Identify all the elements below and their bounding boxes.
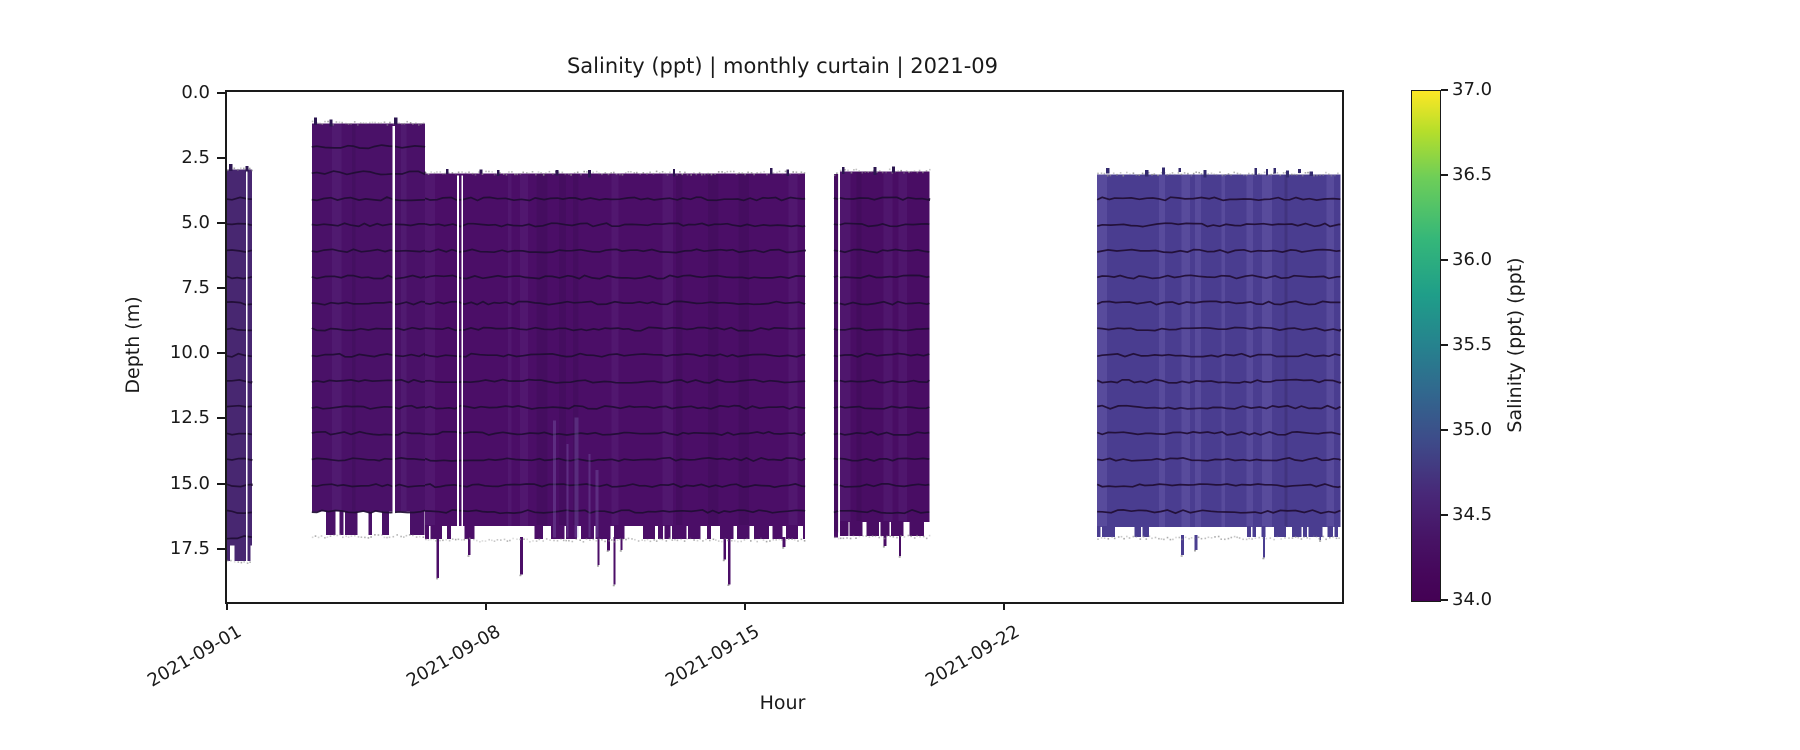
y-tick-label: 15.0	[169, 472, 210, 494]
x-tick-mark	[225, 602, 228, 610]
colorbar-tick-label: 36.0	[1452, 249, 1493, 270]
y-tick-mark	[217, 287, 225, 290]
x-axis-label: Hour	[759, 692, 806, 714]
y-tick-label: 2.5	[181, 146, 210, 168]
chart-title: Salinity (ppt) | monthly curtain | 2021-…	[566, 54, 999, 78]
y-tick-mark	[217, 156, 225, 159]
y-tick-mark	[217, 482, 225, 485]
colorbar-tick-label: 35.5	[1452, 334, 1493, 355]
colorbar-tick-label: 34.5	[1452, 504, 1493, 525]
y-tick-mark	[217, 547, 225, 550]
x-tick-mark	[743, 602, 746, 610]
x-tick-label: 2021-09-15	[662, 621, 764, 692]
colorbar-tick-mark	[1441, 344, 1448, 346]
y-tick-mark	[217, 91, 225, 94]
colorbar-tick-mark	[1441, 174, 1448, 176]
colorbar	[1411, 90, 1441, 602]
x-tick-label: 2021-09-22	[921, 621, 1023, 692]
x-tick-label: 2021-09-01	[143, 621, 245, 692]
colorbar-tick-mark	[1441, 429, 1448, 431]
plot-area	[225, 90, 1344, 604]
y-tick-mark	[217, 352, 225, 355]
colorbar-tick-mark	[1441, 259, 1448, 261]
y-tick-label: 0.0	[181, 81, 210, 103]
y-tick-label: 7.5	[181, 277, 210, 299]
y-tick-label: 10.0	[169, 342, 210, 364]
colorbar-label: Salinity (ppt) (ppt)	[1504, 257, 1526, 433]
colorbar-tick-label: 36.5	[1452, 164, 1493, 185]
colorbar-tick-label: 37.0	[1452, 79, 1493, 100]
x-tick-label: 2021-09-08	[403, 621, 505, 692]
y-tick-mark	[217, 417, 225, 420]
y-tick-label: 5.0	[181, 211, 210, 233]
colorbar-tick-label: 34.0	[1452, 589, 1493, 610]
y-tick-mark	[217, 221, 225, 224]
colorbar-tick-mark	[1441, 599, 1448, 601]
curtain-heatmap	[227, 117, 1342, 587]
y-tick-label: 17.5	[169, 537, 210, 559]
y-tick-label: 12.5	[169, 407, 210, 429]
colorbar-tick-mark	[1441, 89, 1448, 91]
colorbar-tick-label: 35.0	[1452, 419, 1493, 440]
colorbar-tick-mark	[1441, 514, 1448, 516]
y-axis-label: Depth (m)	[122, 296, 144, 394]
x-tick-mark	[1003, 602, 1006, 610]
x-tick-mark	[484, 602, 487, 610]
